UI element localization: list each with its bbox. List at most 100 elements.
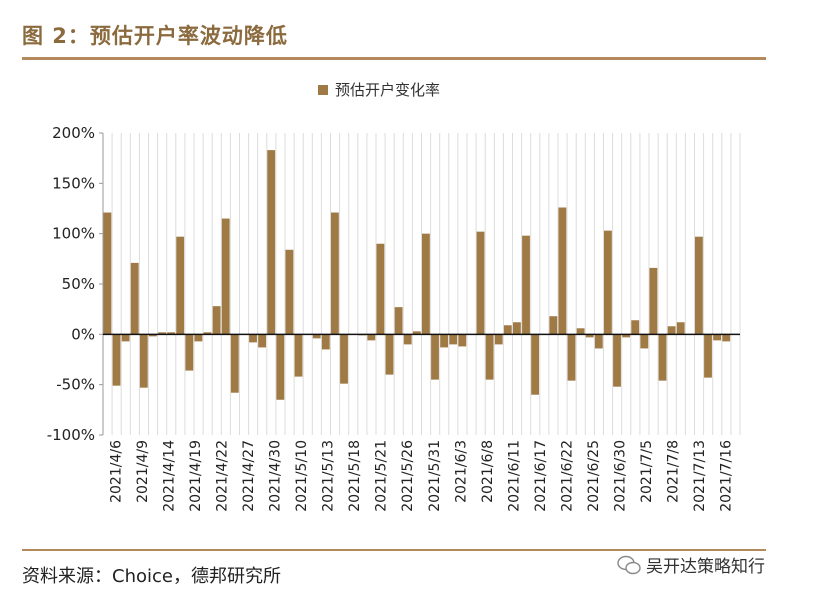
x-axis-ticks: 2021/4/6 2021/4/9 2021/4/14 2021/4/19 2021/4… bbox=[108, 440, 734, 512]
bar bbox=[376, 243, 385, 335]
bar bbox=[649, 267, 658, 335]
x-tick-label: 2021/6/3 bbox=[453, 440, 469, 503]
bar bbox=[149, 334, 157, 337]
bar bbox=[449, 334, 458, 345]
x-tick-label: 2021/5/21 bbox=[374, 440, 390, 512]
bar bbox=[440, 334, 449, 348]
x-tick-label: 2021/7/16 bbox=[719, 440, 735, 512]
bar bbox=[158, 332, 166, 335]
bar bbox=[503, 325, 512, 335]
bar bbox=[485, 334, 494, 380]
bar bbox=[476, 231, 485, 335]
x-tick-label: 2021/5/18 bbox=[347, 440, 363, 512]
bar bbox=[722, 334, 731, 342]
bar bbox=[431, 334, 439, 380]
bar bbox=[658, 334, 667, 381]
x-tick-label: 2021/6/22 bbox=[559, 440, 575, 512]
bar bbox=[458, 334, 467, 347]
bar bbox=[558, 207, 567, 335]
x-tick-label: 2021/4/22 bbox=[214, 440, 230, 512]
watermark: 吴开达策略知行 bbox=[616, 552, 765, 577]
bar bbox=[640, 334, 649, 349]
figure-title: 图 2：预估开户率波动降低 bbox=[22, 24, 288, 48]
bar-chart: 预估开户变化率 200% 150% 100% 50% 0% -50% -100% 2021/… bbox=[47, 81, 741, 512]
bar bbox=[130, 262, 139, 335]
y-tick-label: -100% bbox=[47, 426, 95, 444]
bar bbox=[331, 212, 339, 335]
bar bbox=[367, 334, 376, 341]
bar bbox=[394, 307, 403, 335]
bar bbox=[267, 150, 276, 335]
y-tick-label: 150% bbox=[52, 174, 95, 192]
bar bbox=[585, 334, 594, 338]
y-tick-label: 0% bbox=[71, 325, 95, 343]
bar bbox=[567, 334, 576, 381]
bar bbox=[631, 320, 640, 335]
bar bbox=[385, 334, 394, 375]
x-tick-label: 2021/5/31 bbox=[427, 440, 443, 512]
chat-bubbles-icon bbox=[617, 555, 641, 574]
bar bbox=[622, 334, 631, 338]
top-divider bbox=[22, 57, 766, 60]
x-tick-label: 2021/4/14 bbox=[161, 440, 177, 512]
y-tick-label: 50% bbox=[62, 275, 95, 293]
bar bbox=[667, 326, 676, 335]
bar bbox=[212, 306, 221, 335]
y-tick-label: -50% bbox=[56, 376, 95, 394]
bar bbox=[594, 334, 603, 349]
y-tick-label: 100% bbox=[52, 225, 95, 243]
bar bbox=[422, 233, 430, 335]
bar bbox=[203, 332, 212, 335]
bar bbox=[103, 212, 112, 335]
legend-label: 预估开户变化率 bbox=[335, 81, 440, 99]
x-tick-label: 2021/4/27 bbox=[241, 440, 257, 512]
bar bbox=[412, 331, 421, 335]
bar bbox=[403, 334, 412, 345]
x-tick-label: 2021/6/8 bbox=[480, 440, 496, 503]
bar bbox=[494, 334, 503, 345]
bar bbox=[713, 334, 722, 341]
x-tick-label: 2021/5/13 bbox=[321, 440, 337, 512]
bar bbox=[312, 334, 321, 339]
bar bbox=[531, 334, 540, 395]
x-tick-label: 2021/5/10 bbox=[294, 440, 310, 512]
bar bbox=[176, 236, 185, 335]
x-tick-label: 2021/4/6 bbox=[108, 440, 124, 503]
x-tick-label: 2021/6/30 bbox=[613, 440, 629, 512]
x-tick-label: 2021/7/8 bbox=[666, 440, 682, 503]
bar bbox=[112, 334, 121, 386]
bar bbox=[139, 334, 148, 388]
source-note: 资料来源：Choice，德邦研究所 bbox=[22, 566, 281, 587]
bar bbox=[340, 334, 348, 384]
x-tick-label: 2021/4/19 bbox=[188, 440, 204, 512]
bar bbox=[121, 334, 130, 342]
bar bbox=[249, 334, 257, 343]
bar bbox=[258, 334, 267, 348]
bar bbox=[513, 322, 521, 335]
bar bbox=[185, 334, 194, 371]
bar bbox=[230, 334, 239, 393]
x-tick-label: 2021/5/26 bbox=[400, 440, 416, 512]
bar bbox=[285, 249, 294, 335]
bar bbox=[321, 334, 330, 350]
y-tick-label: 200% bbox=[52, 124, 95, 142]
bar bbox=[194, 334, 203, 342]
x-tick-label: 2021/6/17 bbox=[533, 440, 549, 512]
y-axis-ticks: 200% 150% 100% 50% 0% -50% -100% bbox=[47, 124, 103, 444]
bar bbox=[276, 334, 285, 400]
bar bbox=[576, 328, 585, 335]
bar bbox=[294, 334, 303, 377]
x-tick-label: 2021/7/5 bbox=[639, 440, 655, 503]
bottom-divider bbox=[22, 549, 766, 551]
bar bbox=[695, 236, 703, 335]
bar bbox=[549, 316, 558, 335]
chart-legend: 预估开户变化率 bbox=[318, 81, 440, 99]
gridlines bbox=[102, 133, 741, 435]
x-tick-label: 2021/4/9 bbox=[135, 440, 151, 503]
watermark-text: 吴开达策略知行 bbox=[646, 557, 765, 577]
x-tick-label: 2021/6/11 bbox=[506, 440, 522, 512]
bar bbox=[613, 334, 621, 387]
bar bbox=[167, 332, 176, 335]
bar bbox=[522, 235, 530, 335]
bar bbox=[221, 218, 230, 335]
